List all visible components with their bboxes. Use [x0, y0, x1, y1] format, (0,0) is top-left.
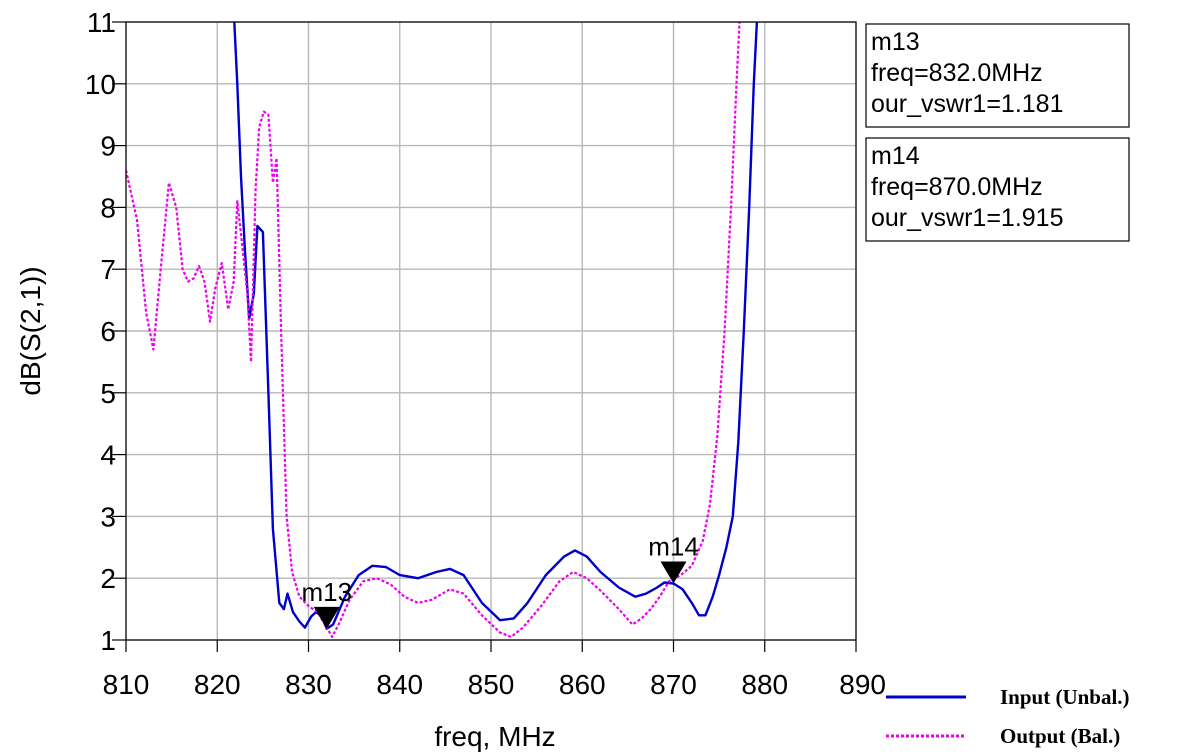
y-tick-label: 10	[85, 69, 116, 100]
x-tick-label: 870	[650, 669, 697, 700]
y-tick-label: 11	[87, 7, 116, 38]
marker-readouts: m13 freq=832.0MHz our_vswr1=1.181 m14 freq=8…	[865, 23, 1130, 242]
x-tick-label: 840	[376, 669, 423, 700]
y-tick-label: 8	[100, 192, 116, 223]
marker-label: m14	[648, 531, 699, 561]
y-tick-label: 9	[100, 131, 116, 162]
chart-markers: m13 m14	[301, 531, 699, 629]
x-tick-label: 820	[194, 669, 241, 700]
x-tick-label: 890	[839, 669, 886, 700]
series-lines	[126, 22, 759, 638]
series-line-input	[233, 22, 759, 630]
legend-label: Output (Bal.)	[1000, 724, 1120, 748]
y-tick-label: 2	[100, 563, 116, 594]
marker-label: m13	[301, 577, 352, 607]
x-tick-label: 860	[559, 669, 606, 700]
legend-label: Input (Unbal.)	[1000, 685, 1130, 709]
series-line-output	[126, 22, 741, 638]
x-tick-label: 810	[103, 669, 150, 700]
marker-readout-box	[865, 23, 1130, 128]
y-tick-label: 5	[100, 378, 116, 409]
y-tick-label: 4	[100, 440, 116, 471]
y-tick-label: 6	[100, 316, 116, 347]
marker-readout-line: freq=832.0MHz	[871, 59, 1043, 87]
y-tick-label: 7	[100, 254, 116, 285]
y-axis: 1 2 3 4 5 6 7 8 9 10 11	[85, 7, 126, 656]
x-axis: 810 820 830 840 850 860 870 880 890	[103, 640, 886, 700]
x-axis-label: freq, MHz	[434, 721, 555, 752]
y-tick-label: 1	[100, 625, 116, 656]
marker-readout-line: m13	[871, 28, 920, 56]
marker-readout-line: our_vswr1=1.181	[871, 90, 1063, 118]
y-axis-label: dB(S(2,1))	[15, 266, 46, 395]
marker-readout-line: our_vswr1=1.915	[871, 204, 1063, 232]
x-tick-label: 880	[741, 669, 788, 700]
y-tick-label: 3	[100, 501, 116, 532]
marker-readout-box	[865, 137, 1130, 242]
marker-readout-line: freq=870.0MHz	[871, 173, 1043, 201]
x-tick-label: 830	[285, 669, 332, 700]
legend: Input (Unbal.) Output (Bal.)	[886, 685, 1130, 748]
marker-triangle	[660, 561, 687, 584]
marker-triangle	[313, 606, 340, 629]
x-tick-label: 850	[468, 669, 515, 700]
marker-readout-line: m14	[871, 142, 920, 170]
